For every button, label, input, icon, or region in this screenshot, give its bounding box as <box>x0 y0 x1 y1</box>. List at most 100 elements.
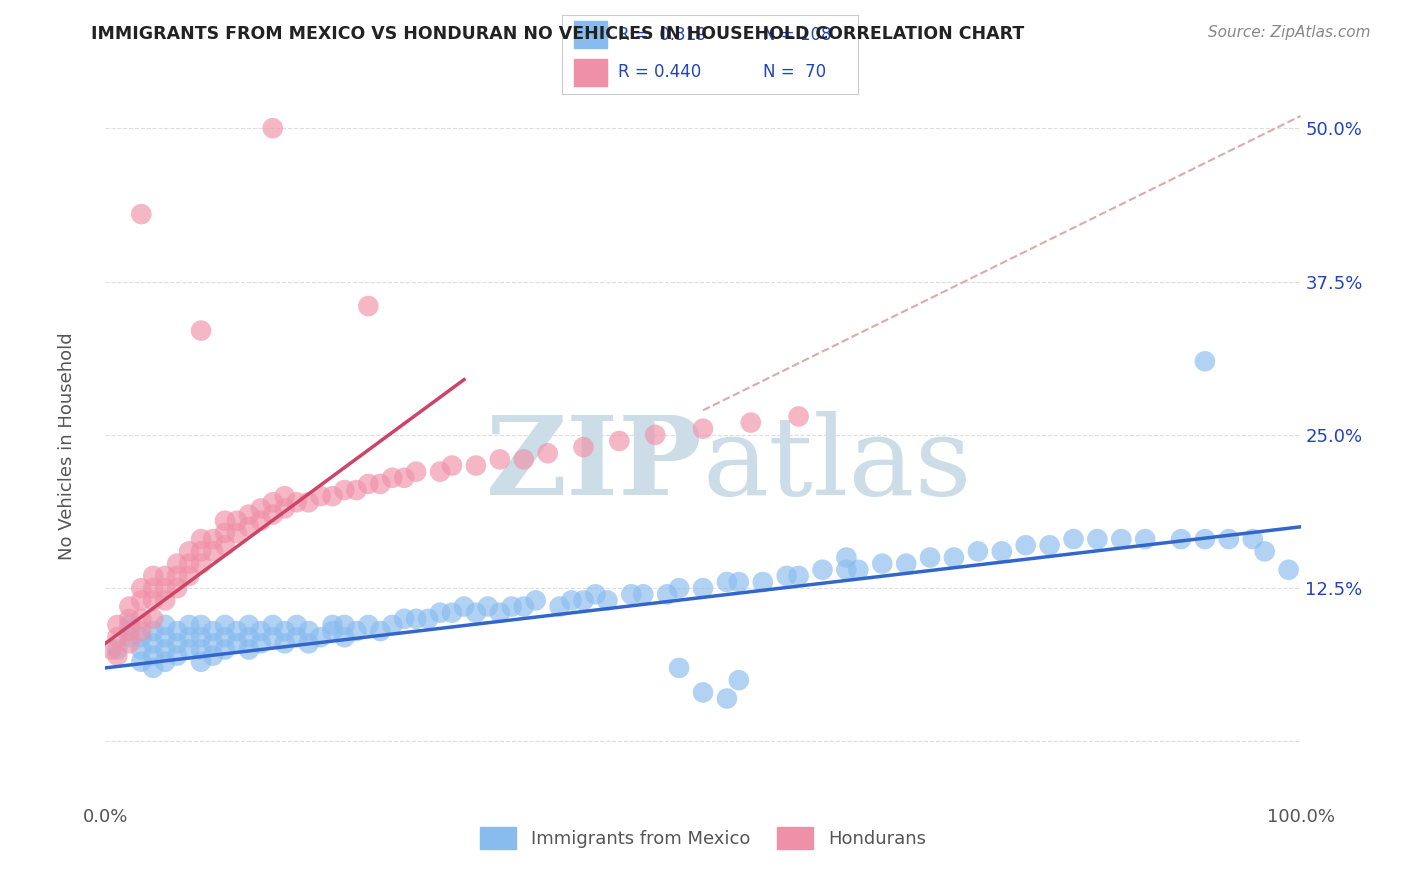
Point <box>1241 532 1264 546</box>
Point <box>1277 563 1299 577</box>
Point <box>190 532 212 546</box>
Text: IMMIGRANTS FROM MEXICO VS HONDURAN NO VEHICLES IN HOUSEHOLD CORRELATION CHART: IMMIGRANTS FROM MEXICO VS HONDURAN NO VE… <box>91 25 1025 43</box>
Legend: Immigrants from Mexico, Hondurans: Immigrants from Mexico, Hondurans <box>472 820 934 856</box>
Point <box>1085 532 1108 546</box>
Point <box>202 648 225 663</box>
Text: R = 0.440: R = 0.440 <box>619 62 702 80</box>
Point <box>333 630 356 644</box>
Point <box>920 550 942 565</box>
Point <box>716 575 738 590</box>
Point <box>429 606 451 620</box>
Point <box>142 661 165 675</box>
Point <box>692 422 714 436</box>
Point <box>285 618 308 632</box>
Point <box>1194 354 1216 368</box>
Point <box>309 630 332 644</box>
Point <box>273 636 295 650</box>
Point <box>655 587 678 601</box>
Point <box>129 655 153 669</box>
Point <box>153 593 177 607</box>
Point <box>177 630 201 644</box>
Point <box>405 612 427 626</box>
Point <box>225 514 249 528</box>
Point <box>153 642 177 657</box>
Point <box>846 563 869 577</box>
Point <box>153 581 177 595</box>
Point <box>787 409 810 424</box>
Point <box>153 630 177 644</box>
Point <box>668 661 690 675</box>
Point <box>190 324 212 338</box>
Point <box>142 624 165 639</box>
Point <box>262 630 284 644</box>
Point <box>262 618 284 632</box>
Point <box>607 434 630 448</box>
Point <box>440 458 463 473</box>
Point <box>238 520 260 534</box>
Point <box>238 642 260 657</box>
Point <box>381 471 404 485</box>
Point <box>418 612 440 626</box>
Point <box>751 575 773 590</box>
Point <box>202 532 225 546</box>
Point <box>298 624 321 639</box>
Point <box>202 636 225 650</box>
Point <box>214 618 236 632</box>
Point <box>548 599 571 614</box>
Point <box>357 299 380 313</box>
Point <box>250 636 273 650</box>
Point <box>692 685 714 699</box>
Point <box>381 618 404 632</box>
Point <box>273 501 295 516</box>
Point <box>225 624 249 639</box>
Point <box>776 569 799 583</box>
Point <box>118 612 141 626</box>
Point <box>501 599 523 614</box>
Point <box>262 495 284 509</box>
Point <box>129 593 153 607</box>
Point <box>489 452 512 467</box>
Point <box>787 569 810 583</box>
Point <box>285 495 308 509</box>
Point <box>142 581 165 595</box>
Point <box>153 618 177 632</box>
Point <box>177 642 201 657</box>
Point <box>1014 538 1036 552</box>
Point <box>129 207 153 221</box>
Point <box>166 569 188 583</box>
Point <box>250 501 273 516</box>
Point <box>429 465 451 479</box>
Point <box>166 557 188 571</box>
Point <box>333 483 356 497</box>
Point <box>202 624 225 639</box>
Point <box>238 630 260 644</box>
Point <box>153 569 177 583</box>
Text: No Vehicles in Household: No Vehicles in Household <box>59 332 76 560</box>
Point <box>166 581 188 595</box>
Point <box>142 612 165 626</box>
Point <box>405 465 427 479</box>
Point <box>214 526 236 541</box>
Point <box>153 655 177 669</box>
Point <box>214 630 236 644</box>
Point <box>513 599 536 614</box>
Point <box>392 612 416 626</box>
Point <box>740 416 762 430</box>
Point <box>1038 538 1062 552</box>
Point <box>321 489 344 503</box>
Point <box>177 544 201 558</box>
Point <box>321 624 344 639</box>
Point <box>990 544 1012 558</box>
Point <box>250 514 273 528</box>
Point <box>1111 532 1133 546</box>
Point <box>309 489 332 503</box>
Point <box>513 452 536 467</box>
Point <box>142 636 165 650</box>
Point <box>572 593 595 607</box>
Point <box>585 587 607 601</box>
Text: R =  0.319: R = 0.319 <box>619 26 707 44</box>
Point <box>572 440 595 454</box>
Point <box>728 673 751 688</box>
Point <box>896 557 918 571</box>
Point <box>1063 532 1085 546</box>
